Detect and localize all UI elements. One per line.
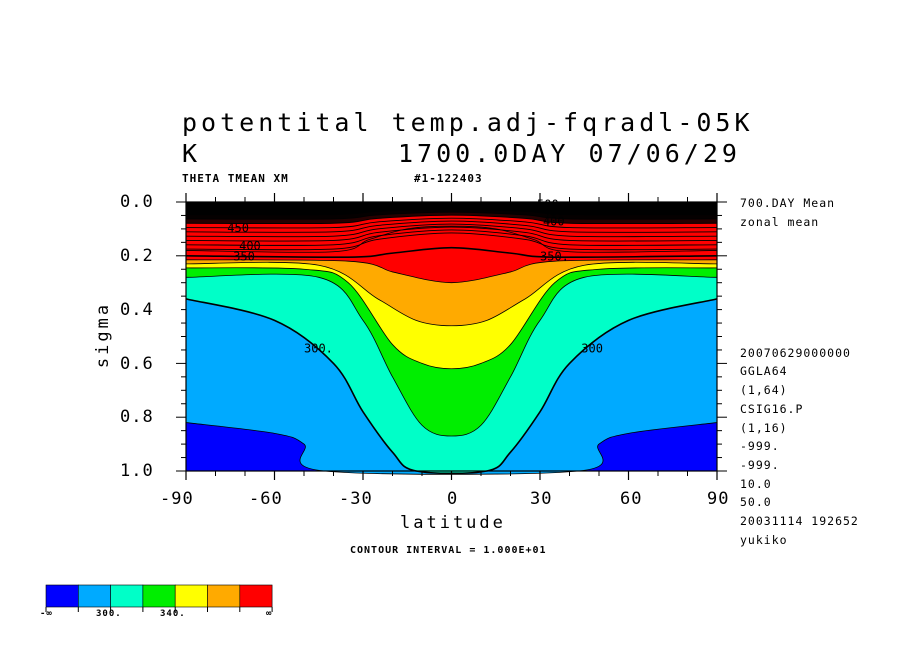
info-line: -999. [740, 439, 780, 453]
colorbar-label: 300. [96, 609, 122, 619]
y-tick-label: 0.0 [120, 192, 154, 212]
contour-line [185, 226, 718, 242]
info-line: 20070629000000 [740, 346, 851, 360]
contour-line [185, 220, 718, 233]
colorbar-label: -∞ [40, 609, 53, 619]
info-line: CSIG16.P [740, 402, 804, 416]
info-line: 10.0 [740, 477, 772, 491]
colorbar-swatch [110, 584, 144, 608]
info-line: zonal mean [740, 215, 820, 229]
y-tick-label: 0.8 [120, 407, 154, 427]
contour-line [185, 261, 718, 327]
contour-line [185, 217, 718, 229]
x-tick-label: 60 [620, 489, 643, 509]
info-line: yukiko [740, 533, 788, 547]
info-line: 50.0 [740, 495, 772, 509]
colorbar-swatch [174, 584, 208, 608]
colorbar-label: ∞ [266, 609, 273, 619]
info-line: GGLA64 [740, 364, 788, 378]
colorbar-label: 340. [160, 609, 186, 619]
variable-label: THETA TMEAN XM [182, 172, 289, 185]
contour-line [185, 267, 718, 370]
info-line: 700.DAY Mean [740, 196, 836, 210]
band-fill [186, 202, 717, 209]
contour-line [185, 225, 718, 253]
contour-line [185, 229, 718, 246]
contour-label: 450 [543, 204, 565, 218]
contour-label: 300 [581, 342, 603, 356]
info-line: (1,64) [740, 383, 788, 397]
contour-label: 400 [239, 239, 261, 253]
colorbar-swatch [45, 584, 79, 608]
colorbar-swatch [78, 584, 111, 608]
contour-line [185, 232, 718, 251]
y-tick-label: 0.2 [120, 246, 154, 266]
contour-label: 450 [227, 221, 249, 235]
contour-line [185, 223, 718, 238]
info-line: -999. [740, 458, 780, 472]
y-axis-label: sigma [93, 301, 114, 369]
info-line: 20031114 192652 [740, 514, 859, 528]
contour-line [185, 214, 718, 225]
contour-label: 300. [304, 342, 333, 356]
contour-label: 500 [537, 198, 559, 212]
colorbar-swatch [207, 584, 241, 608]
contour-line [185, 259, 718, 284]
chart-unit: K [182, 139, 202, 168]
contour-label: 350. [540, 250, 569, 264]
colorbar-swatch [239, 584, 273, 608]
x-tick-label: -60 [249, 489, 283, 509]
x-axis-label: latitude [400, 513, 506, 533]
chart-title: potentital temp.adj-fqradl-05K [182, 108, 754, 137]
x-tick-label: 90 [707, 489, 730, 509]
y-tick-label: 0.4 [120, 300, 154, 320]
run-id-label: #1-122403 [414, 172, 483, 185]
y-tick-label: 0.6 [120, 354, 154, 374]
contour-line [185, 208, 718, 216]
contour-interval-label: CONTOUR INTERVAL = 1.000E+01 [350, 545, 547, 556]
info-line: (1,16) [740, 421, 788, 435]
x-tick-label: 30 [530, 489, 553, 509]
contour-label: 350 [233, 249, 255, 263]
x-tick-label: -90 [160, 489, 194, 509]
y-tick-label: 1.0 [120, 461, 154, 481]
colorbar-swatch [142, 584, 176, 608]
contour-line [185, 211, 718, 220]
contour-line [185, 246, 718, 259]
contour-label: 400 [543, 215, 565, 229]
contour-line [185, 273, 718, 437]
x-tick-label: -30 [339, 489, 373, 509]
x-tick-label: 0 [447, 489, 459, 509]
chart-time: 1700.0DAY 07/06/29 [398, 139, 741, 168]
